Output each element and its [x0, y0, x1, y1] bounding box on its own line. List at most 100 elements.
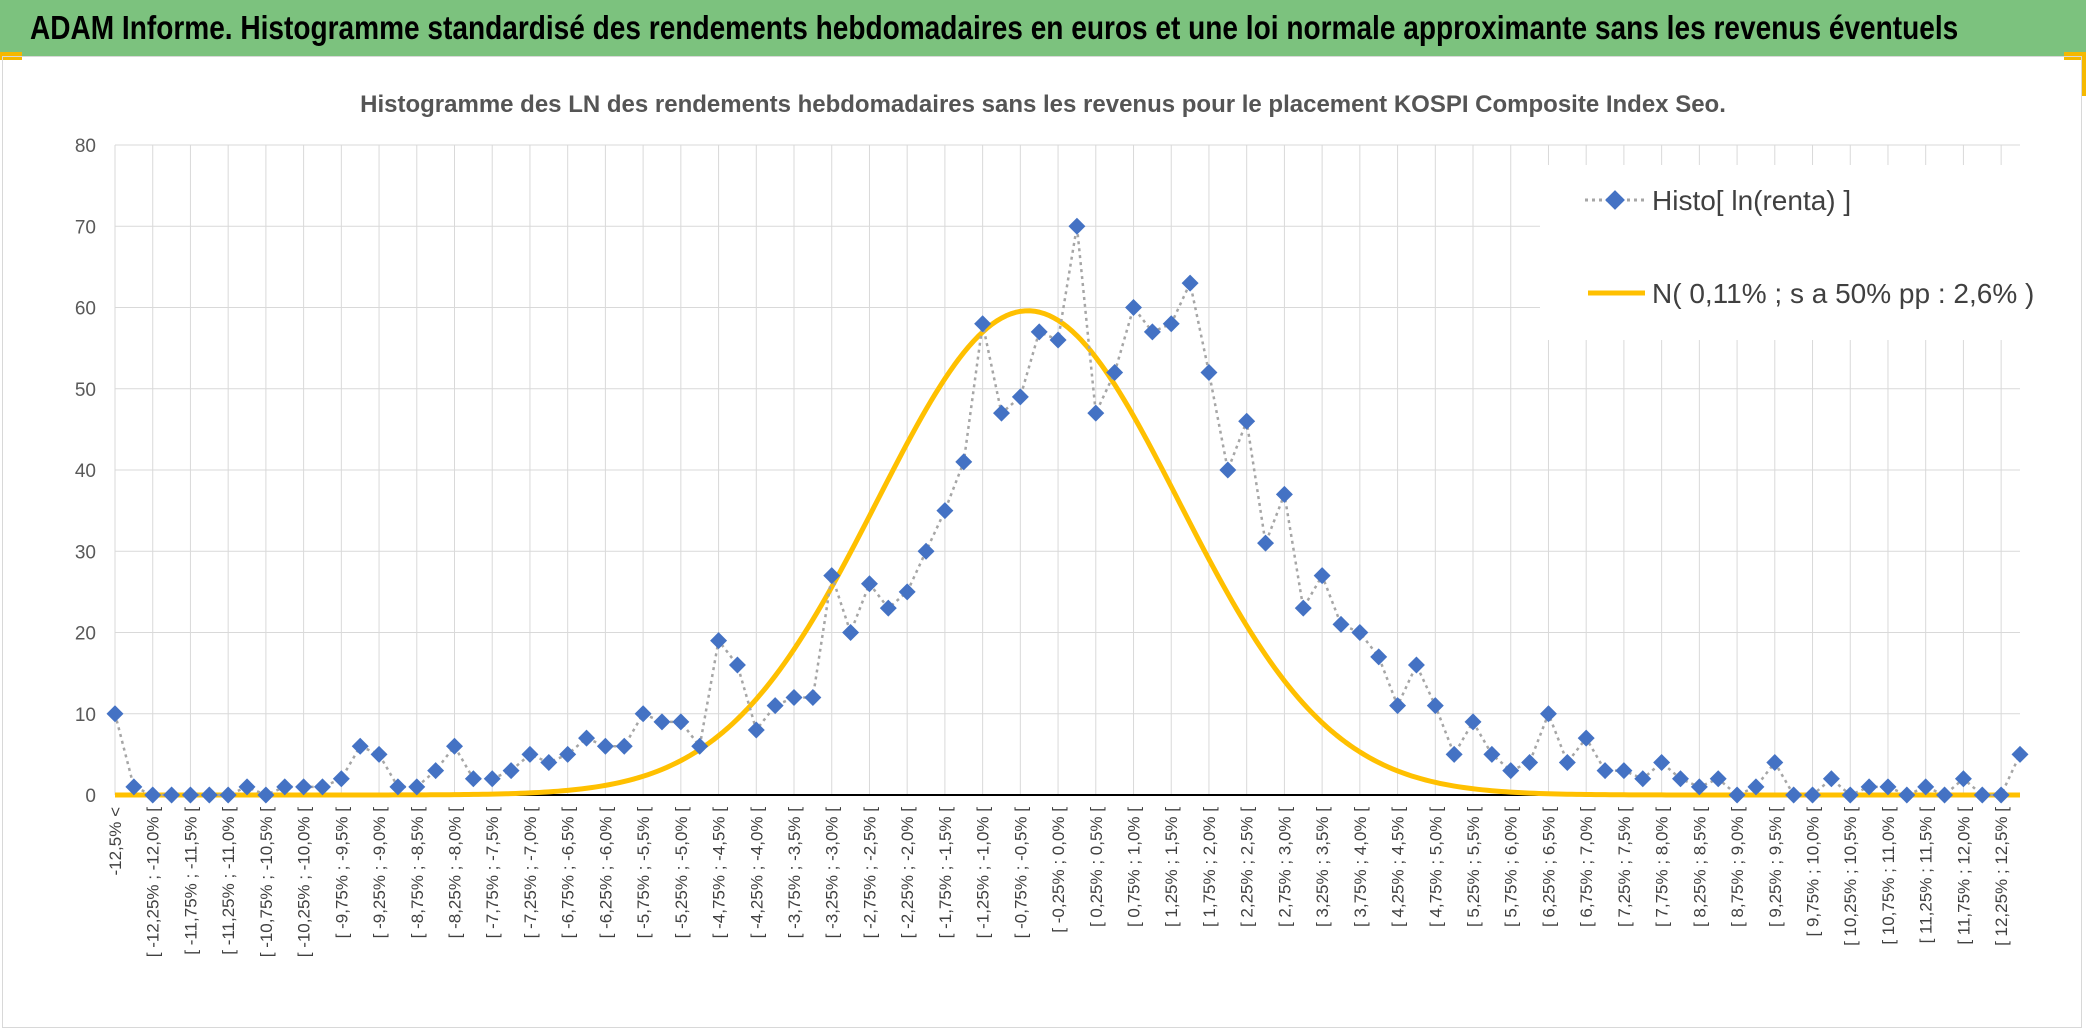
data-point: [1521, 754, 1539, 771]
data-point: [1275, 485, 1293, 503]
data-point: [238, 778, 256, 796]
data-point: [1294, 599, 1312, 617]
data-point: [521, 745, 539, 763]
data-point: [634, 705, 652, 723]
x-tick-label: [ 12,25% ; 12,5% [: [1992, 807, 2011, 946]
y-tick-label: 10: [75, 705, 96, 726]
legend-histo-marker: [1605, 190, 1625, 210]
data-point: [181, 786, 199, 804]
data-point: [559, 745, 577, 763]
x-tick-label: [ 5,75% ; 6,0% [: [1502, 807, 1521, 927]
data-point: [766, 697, 784, 715]
data-point: [1634, 770, 1652, 788]
x-tick-label: [ -4,25% ; -4,0% [: [747, 807, 766, 939]
data-point: [125, 778, 143, 796]
data-point: [1049, 331, 1067, 349]
data-point: [955, 453, 973, 471]
data-point: [464, 770, 482, 788]
data-point: [1068, 217, 1086, 235]
x-tick-label: [ 10,75% ; 11,0% [: [1879, 807, 1898, 945]
data-point: [370, 745, 388, 763]
legend-background: [1540, 165, 2060, 340]
x-tick-label: [ -2,75% ; -2,5% [: [860, 807, 879, 939]
x-tick-label: [ 10,25% ; 10,5% [: [1841, 807, 1860, 946]
data-point: [898, 583, 916, 601]
x-tick-label: [ 7,25% ; 7,5% [: [1615, 807, 1634, 927]
x-tick-label: [ 11,75% ; 12,0% [: [1954, 807, 1973, 945]
x-tick-label: [ 4,75% ; 5,0% [: [1426, 807, 1445, 927]
y-tick-label: 80: [75, 136, 96, 157]
x-tick-label: [ 8,75% ; 9,0% [: [1728, 807, 1747, 927]
data-point: [842, 624, 860, 641]
data-point: [1596, 762, 1614, 780]
y-tick-label: 70: [75, 217, 96, 238]
data-point: [1860, 778, 1878, 796]
grid: [114, 144, 2020, 795]
x-tick-label: [ 7,75% ; 8,0% [: [1653, 807, 1672, 927]
data-point: [408, 778, 426, 796]
data-point: [106, 705, 124, 723]
x-tick-label: [ 2,75% ; 3,0% [: [1275, 807, 1294, 927]
data-point: [1200, 364, 1218, 381]
page-title: ADAM Informe. Histogramme standardisé de…: [30, 9, 1959, 46]
data-point: [1747, 778, 1765, 796]
x-tick-label: [ -11,75% ; -11,5% [: [181, 807, 200, 955]
x-axis: -12,5% < [ -12,25% ; -12,0% [ [ -11,75% ; …: [106, 794, 2020, 958]
data-point: [974, 315, 992, 333]
data-point: [163, 786, 181, 804]
data-point: [1558, 754, 1576, 771]
data-point: [1653, 754, 1671, 771]
data-point: [804, 689, 822, 706]
legend-histo-label: Histo[ ln(renta) ]: [1652, 185, 1851, 216]
x-tick-label: [ 5,25% ; 5,5% [: [1464, 807, 1483, 927]
x-tick-label: [ -9,75% ; -9,5% [: [332, 807, 351, 939]
data-point: [389, 778, 407, 796]
x-tick-label: [ -12,25% ; -12,0% [: [144, 807, 163, 958]
data-point: [2011, 745, 2029, 763]
header-banner: ADAM Informe. Histogramme standardisé de…: [0, 0, 2086, 56]
data-point: [1766, 754, 1784, 771]
data-point: [672, 713, 690, 731]
x-tick-label: [ -8,75% ; -8,5% [: [408, 807, 427, 939]
data-point: [257, 786, 275, 804]
x-tick-label: [ -3,75% ; -3,5% [: [785, 807, 804, 939]
legend: Histo[ ln(renta) ] N( 0,11% ; s a 50% pp…: [1540, 165, 2060, 340]
data-point: [1954, 770, 1972, 788]
data-point: [446, 737, 463, 755]
data-point: [1879, 778, 1897, 796]
data-point: [219, 786, 237, 804]
x-tick-label: [ 2,25% ; 2,5% [: [1238, 807, 1257, 927]
data-point: [1351, 624, 1369, 641]
data-point: [1992, 786, 2010, 804]
x-tick-label: [ 1,75% ; 2,0% [: [1200, 807, 1219, 927]
data-point: [332, 770, 350, 788]
data-point: [1898, 786, 1916, 804]
x-tick-label: [ -0,75% ; -0,5% [: [1011, 807, 1030, 939]
x-tick-label: [ 0,75% ; 1,0% [: [1125, 807, 1144, 927]
x-tick-label: [ 9,75% ; 10,0% [: [1804, 807, 1823, 937]
x-tick-label: [ -0,25% ; 0,0% [: [1049, 807, 1068, 933]
x-tick-label: [ 9,25% ; 9,5% [: [1766, 807, 1785, 927]
y-axis: 0 10 20 30 40 50 60 70 80: [75, 136, 96, 807]
data-point: [1143, 323, 1161, 341]
data-point: [1502, 762, 1520, 780]
data-point: [1804, 786, 1822, 804]
y-tick-label: 30: [75, 542, 96, 563]
x-tick-label: [ -1,25% ; -1,0% [: [974, 807, 993, 939]
data-point: [1162, 315, 1180, 333]
x-tick-label: [ -10,25% ; -10,0% [: [295, 807, 314, 958]
data-point: [1181, 274, 1199, 292]
plot-area: [106, 217, 2029, 804]
data-point: [313, 778, 331, 796]
x-tick-label: [ 0,25% ; 0,5% [: [1087, 807, 1106, 927]
x-tick-label: -12,5% <: [106, 807, 125, 876]
data-point: [1030, 323, 1048, 341]
y-tick-label: 0: [85, 786, 96, 807]
data-point: [1257, 534, 1275, 552]
data-point: [578, 729, 596, 747]
x-tick-label: [ -2,25% ; -2,0% [: [898, 807, 917, 939]
data-point: [351, 737, 369, 755]
data-point: [1539, 705, 1557, 723]
y-tick-label: 50: [75, 380, 96, 401]
x-tick-label: [ 4,25% ; 4,5% [: [1389, 807, 1408, 927]
